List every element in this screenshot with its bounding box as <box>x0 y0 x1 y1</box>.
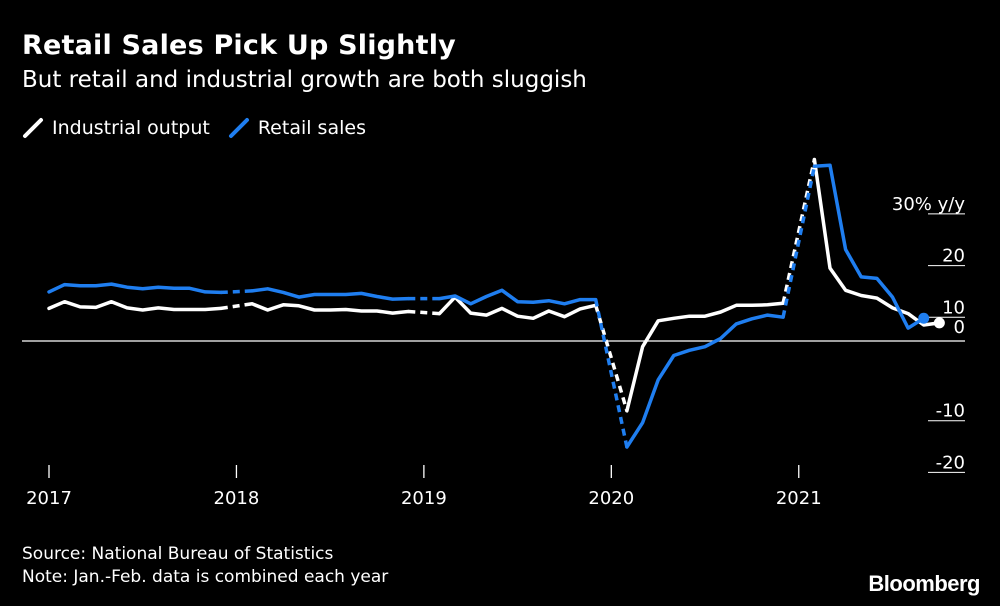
series-line-retail-sales <box>47 282 223 295</box>
x-tick-label: 2019 <box>401 488 447 509</box>
y-tick-label: -10 <box>936 401 965 422</box>
x-tick-label: 2021 <box>776 488 822 509</box>
series-line-retail-sales <box>250 287 411 301</box>
series-line-industrial-output-dashed <box>594 304 629 412</box>
chart-title: Retail Sales Pick Up Slightly <box>22 30 456 61</box>
y-tick-label: 20 <box>942 246 965 267</box>
series-line-retail-sales <box>625 313 785 449</box>
source-note: Source: National Bureau of Statistics <box>22 544 334 564</box>
legend-label-industrial-output: Industrial output <box>52 117 210 139</box>
x-tick-label: 2018 <box>214 488 260 509</box>
legend-swatch-icon <box>228 117 250 139</box>
series-line-retail-sales-dashed <box>593 299 629 448</box>
series-line-industrial-output <box>437 295 598 321</box>
series-line-retail-sales-dashed <box>220 289 253 295</box>
legend-item-retail-sales: Retail sales <box>228 117 366 139</box>
series-line-retail-sales-dashed <box>781 165 817 318</box>
end-point-retail-sales <box>918 312 930 324</box>
series-line-industrial-output <box>250 302 411 315</box>
series-line-industrial-output <box>47 299 223 312</box>
footnote: Note: Jan.-Feb. data is combined each ye… <box>22 567 389 587</box>
y-tick-label: 30% y/y <box>892 194 965 215</box>
y-tick-label: 10 <box>942 297 965 318</box>
legend-item-industrial-output: Industrial output <box>22 117 210 139</box>
legend: Industrial output Retail sales <box>22 117 384 139</box>
y-tick-label: -20 <box>936 452 965 473</box>
end-point-industrial-output <box>933 317 945 329</box>
x-tick-label: 2017 <box>26 488 72 509</box>
x-tick-label: 2020 <box>588 488 634 509</box>
legend-swatch-icon <box>22 117 44 139</box>
legend-label-retail-sales: Retail sales <box>257 117 366 139</box>
series-line-industrial-output <box>625 301 785 413</box>
series-line-retail-sales <box>437 288 598 306</box>
series-line-retail-sales <box>812 163 926 330</box>
chart-subtitle: But retail and industrial growth are bot… <box>22 67 587 93</box>
y-tick-label: 0 <box>954 317 965 338</box>
series-line-industrial-output-dashed <box>408 309 440 316</box>
series-line-industrial-output-dashed <box>220 302 253 311</box>
bloomberg-logo: Bloomberg <box>868 571 980 596</box>
